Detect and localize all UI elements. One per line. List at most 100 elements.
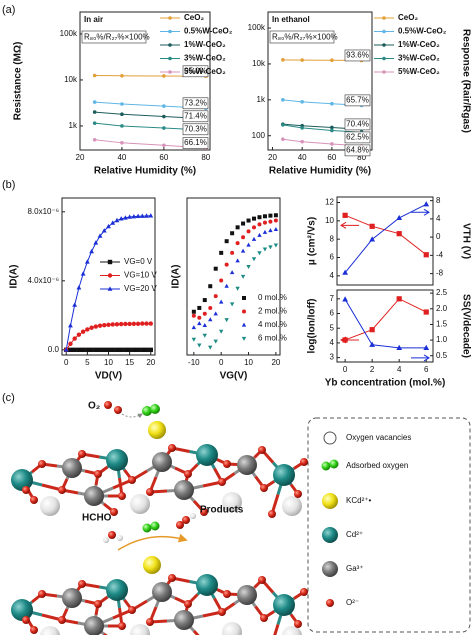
response-box bbox=[182, 123, 209, 136]
o-atom bbox=[223, 590, 231, 598]
marker bbox=[120, 102, 124, 106]
response-box bbox=[344, 144, 371, 157]
marker bbox=[135, 321, 141, 326]
legend-label: 3%W-CeO₂ bbox=[184, 54, 226, 63]
marker bbox=[240, 248, 246, 253]
o-atom bbox=[128, 476, 136, 484]
x-tick-label: 20 bbox=[271, 358, 280, 367]
marker bbox=[197, 343, 202, 348]
marker bbox=[102, 347, 107, 353]
marker bbox=[97, 233, 103, 238]
o-atom bbox=[268, 510, 276, 518]
marker bbox=[162, 74, 166, 78]
response-label: 95.0% bbox=[184, 66, 207, 75]
adsorbed-o bbox=[142, 406, 152, 416]
marker bbox=[224, 262, 229, 267]
x-tick-label: 5 bbox=[85, 358, 90, 367]
y-tick-label: 3 bbox=[330, 353, 335, 362]
legend-label: 5%W-CeO₂ bbox=[398, 67, 440, 76]
response-box bbox=[182, 65, 209, 78]
y2-tick-label: 8 bbox=[436, 196, 441, 205]
marker bbox=[257, 251, 262, 256]
marker bbox=[229, 270, 235, 275]
marker bbox=[281, 137, 285, 141]
ga-atom bbox=[174, 610, 194, 630]
marker bbox=[72, 347, 77, 353]
marker bbox=[268, 228, 273, 233]
marker bbox=[423, 252, 429, 258]
marker bbox=[122, 215, 128, 220]
marker bbox=[92, 100, 97, 104]
o-atom bbox=[58, 486, 66, 494]
y-tick-label: 100k bbox=[60, 29, 78, 38]
marker bbox=[218, 329, 224, 334]
marker bbox=[213, 294, 218, 299]
marker bbox=[135, 213, 141, 219]
marker bbox=[213, 311, 218, 316]
marker bbox=[241, 235, 246, 240]
marker bbox=[92, 121, 97, 125]
marker bbox=[72, 302, 78, 307]
marker bbox=[131, 321, 137, 326]
y-tick-label: 10k bbox=[252, 59, 266, 68]
marker bbox=[224, 318, 229, 323]
legend-label: 3%W-CeO₂ bbox=[398, 54, 440, 63]
plot-frame bbox=[267, 11, 373, 151]
hcho-molecule bbox=[103, 537, 109, 543]
plot-frame bbox=[336, 289, 434, 363]
x-tick-label: 80 bbox=[357, 153, 366, 162]
series-line bbox=[344, 203, 427, 274]
o-atom bbox=[78, 580, 86, 588]
marker bbox=[127, 347, 132, 353]
marker bbox=[224, 283, 229, 288]
legend-label: Cd²⁺ bbox=[346, 530, 363, 539]
o-atom bbox=[200, 508, 208, 516]
k-atom bbox=[148, 421, 166, 439]
marker bbox=[342, 269, 348, 275]
y-tick-label: 12 bbox=[325, 198, 334, 207]
ga-atom bbox=[84, 616, 104, 635]
marker bbox=[106, 322, 111, 328]
marker bbox=[191, 309, 196, 314]
marker bbox=[246, 229, 251, 234]
panel-label: (b) bbox=[2, 179, 15, 191]
o-atom bbox=[218, 608, 226, 616]
marker bbox=[93, 324, 99, 329]
marker bbox=[72, 336, 77, 341]
marker bbox=[330, 101, 334, 106]
marker bbox=[273, 227, 279, 232]
marker bbox=[202, 323, 207, 328]
diagram-label: Products bbox=[200, 505, 244, 516]
legend-label: 0.5%W-CeO₂ bbox=[184, 27, 233, 36]
marker bbox=[235, 286, 240, 291]
lattice-atom bbox=[222, 492, 242, 512]
legend-marker bbox=[168, 56, 172, 61]
y2-tick-label: 0 bbox=[436, 232, 441, 241]
y2-tick-label: 0.5 bbox=[436, 351, 448, 360]
marker bbox=[330, 128, 334, 133]
ga-atom bbox=[62, 458, 82, 478]
legend-label: 4 mol.% bbox=[258, 320, 287, 329]
response-label: 70.4% bbox=[346, 120, 369, 129]
lattice-atom bbox=[40, 626, 60, 635]
marker bbox=[110, 220, 116, 225]
legend-label: VG=10 V bbox=[124, 271, 157, 280]
marker bbox=[110, 347, 115, 353]
legend-icon bbox=[323, 431, 337, 445]
legend-marker bbox=[168, 16, 172, 20]
o-atom bbox=[118, 492, 126, 500]
marker bbox=[262, 214, 267, 219]
marker bbox=[208, 305, 213, 310]
marker bbox=[235, 258, 240, 263]
legend-label: VG=0 V bbox=[124, 257, 153, 266]
legend-label: KCd²⁺• bbox=[346, 496, 371, 505]
marker bbox=[148, 213, 154, 218]
marker bbox=[89, 325, 94, 330]
products bbox=[176, 521, 184, 529]
axis-arrow bbox=[340, 336, 359, 344]
y-tick-label: 7 bbox=[330, 294, 335, 303]
legend-marker bbox=[241, 336, 247, 341]
products bbox=[182, 516, 190, 524]
y-tick-label: 100k bbox=[248, 23, 266, 32]
marker bbox=[197, 321, 202, 326]
